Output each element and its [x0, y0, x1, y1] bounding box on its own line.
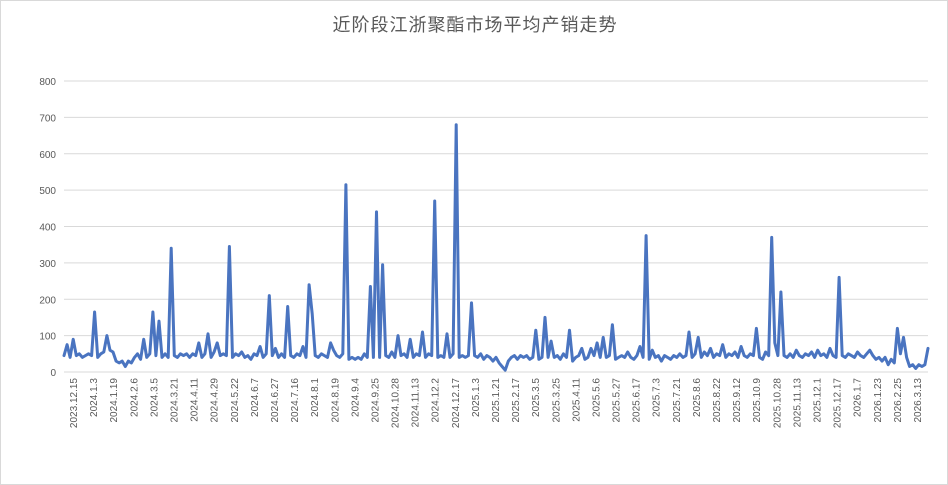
- x-tick-label: 2025.3.5: [531, 378, 542, 417]
- x-tick-label: 2024.5.22: [230, 378, 241, 423]
- y-tick-label: 200: [39, 295, 56, 306]
- x-tick-label: 2024.9.4: [350, 378, 361, 417]
- x-tick-label: 2025.11.13: [792, 378, 803, 428]
- x-tick-label: 2024.1.3: [89, 378, 100, 417]
- series-line: [62, 123, 930, 372]
- y-tick-label: 0: [50, 368, 56, 379]
- x-tick-label: 2025.1.3: [471, 378, 482, 417]
- x-tick-label: 2025.10.9: [752, 378, 763, 423]
- x-tick-label: 2025.7.21: [672, 378, 683, 423]
- x-tick-label: 2025.8.22: [712, 378, 723, 423]
- x-tick-label: 2025.4.11: [571, 378, 582, 422]
- x-tick-label: 2024.8.1: [310, 378, 321, 417]
- y-tick-label: 700: [39, 113, 56, 124]
- x-tick-label: 2024.7.16: [290, 378, 301, 423]
- x-tick-label: 2025.2.17: [511, 378, 522, 423]
- x-tick-label: 2025.10.28: [772, 378, 783, 428]
- x-tick-label: 2025.12.17: [833, 378, 844, 428]
- x-tick-label: 2024.10.28: [391, 378, 402, 428]
- x-tick-label: 2025.9.12: [732, 378, 743, 423]
- y-tick-label: 100: [39, 332, 56, 343]
- x-tick-label: 2024.1.19: [109, 378, 120, 423]
- x-tick-label: 2024.12.17: [451, 378, 462, 428]
- x-tick-label: 2024.8.19: [330, 378, 341, 423]
- x-tick-label: 2025.8.6: [692, 378, 703, 417]
- x-tick-label: 2024.4.29: [210, 378, 221, 423]
- x-tick-label: 2025.7.3: [652, 378, 663, 417]
- y-tick-label: 800: [39, 77, 56, 88]
- x-tick-label: 2025.12.1: [812, 378, 823, 423]
- y-tick-label: 400: [39, 223, 56, 234]
- x-tick-label: 2026.3.13: [913, 378, 924, 423]
- y-tick-label: 300: [39, 259, 56, 270]
- x-tick-label: 2024.2.6: [129, 378, 140, 417]
- x-tick-label: 2026.2.25: [893, 378, 904, 423]
- y-tick-label: 500: [39, 186, 56, 197]
- x-tick-label: 2024.6.7: [250, 378, 261, 417]
- x-tick-label: 2025.1.21: [491, 378, 502, 423]
- x-tick-label: 2026.1.7: [853, 378, 864, 417]
- x-tick-label: 2026.1.23: [873, 378, 884, 423]
- x-tick-label: 2024.9.25: [370, 378, 381, 423]
- chart-title: 近阶段江浙聚酯市场平均产销走势: [332, 15, 618, 36]
- x-tick-label: 2025.5.27: [612, 378, 623, 423]
- x-tick-label: 2024.4.11: [190, 378, 201, 422]
- x-tick-label: 2025.6.17: [632, 378, 643, 423]
- x-tick-label: 2024.3.21: [170, 378, 181, 423]
- x-tick-label: 2024.11.13: [411, 378, 422, 428]
- y-tick-label: 600: [39, 150, 56, 161]
- x-tick-label: 2024.6.27: [270, 378, 281, 423]
- x-tick-label: 2025.5.6: [591, 378, 602, 417]
- x-tick-label: 2025.3.25: [551, 378, 562, 423]
- x-tick-label: 2024.3.5: [149, 378, 160, 417]
- x-tick-label: 2023.12.15: [69, 378, 80, 428]
- x-tick-label: 2024.12.2: [431, 378, 442, 423]
